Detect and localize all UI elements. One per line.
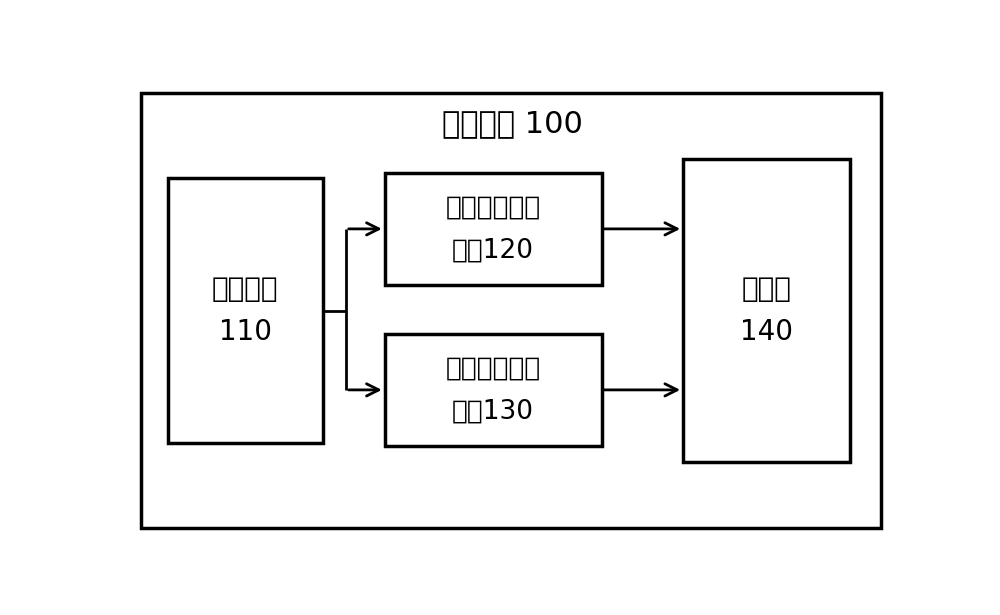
Bar [385,173,602,285]
Text: 主控制器: 主控制器 [212,276,278,303]
Bar [385,335,602,445]
Text: 第一显示驱动: 第一显示驱动 [446,194,541,221]
Bar [683,159,850,462]
Bar [168,178,323,443]
Text: 140: 140 [740,318,793,346]
Text: 显示屏: 显示屏 [741,276,791,303]
Text: 电路120: 电路120 [452,237,534,263]
Text: 第二显示驱动: 第二显示驱动 [446,355,541,381]
Text: 110: 110 [219,318,272,346]
Text: 电子设备 100: 电子设备 100 [442,109,583,138]
Text: 电路130: 电路130 [452,398,534,424]
